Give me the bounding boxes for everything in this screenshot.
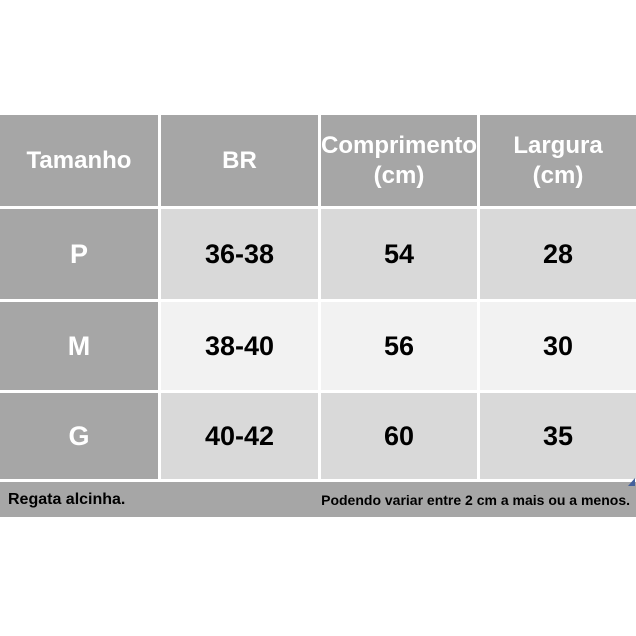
row-p-br-cell: 36-38 <box>161 209 318 299</box>
row-m-largura-cell: 30 <box>480 302 636 390</box>
blue-corner-marker <box>628 478 635 486</box>
row-p-comprimento-cell: 54 <box>321 209 477 299</box>
footer-note-right: Podendo variar entre 2 cm a mais ou a me… <box>321 491 630 508</box>
size-table: Tamanho BR Comprimento (cm) Largura (cm)… <box>0 115 636 517</box>
header-br: BR <box>161 115 318 206</box>
row-m-size-label: M <box>0 302 158 390</box>
row-g-largura-cell: 35 <box>480 393 636 479</box>
row-g-size-label: G <box>0 393 158 479</box>
header-largura: Largura (cm) <box>480 115 636 206</box>
row-m-br-cell: 38-40 <box>161 302 318 390</box>
table-footer-bar: Regata alcinha. Podendo variar entre 2 c… <box>0 482 636 517</box>
header-comprimento: Comprimento (cm) <box>321 115 477 206</box>
row-g-comprimento-cell: 60 <box>321 393 477 479</box>
row-p-size-label: P <box>0 209 158 299</box>
header-tamanho: Tamanho <box>0 115 158 206</box>
row-m-comprimento-cell: 56 <box>321 302 477 390</box>
row-g-br-cell: 40-42 <box>161 393 318 479</box>
row-p-largura-cell: 28 <box>480 209 636 299</box>
footer-note-left: Regata alcinha. <box>8 490 126 508</box>
